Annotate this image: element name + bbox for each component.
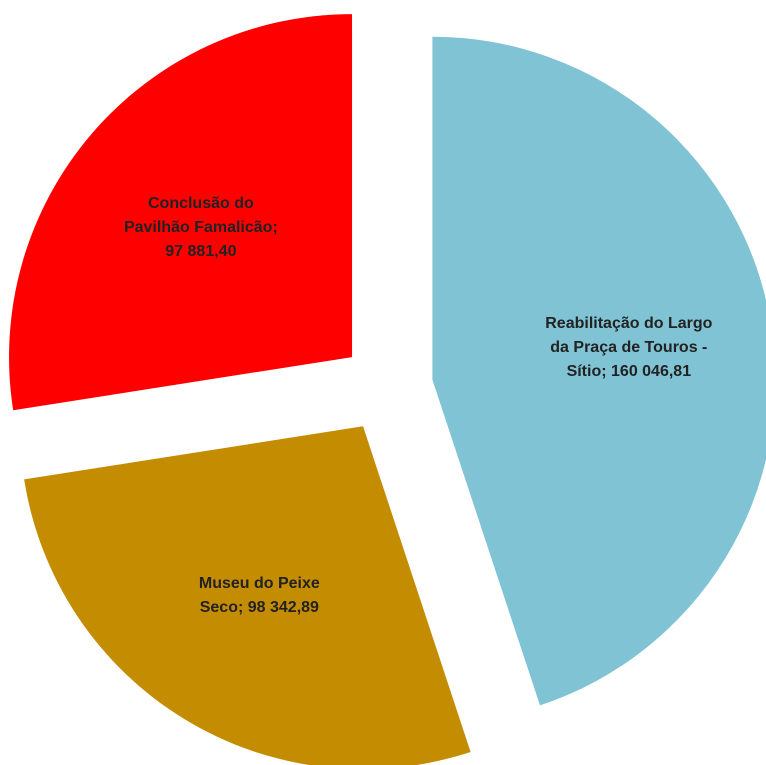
label-separator: ; [237,599,248,617]
pie-slice [432,36,766,706]
value-label: 98 342,89 [247,599,319,617]
data-label: Conclusão do Pavilhão Famalicão; 97 881,… [117,192,285,264]
label-separator: ; [601,363,612,381]
category-name: Reabilitação do Largo da Praça de Touros… [545,315,713,381]
pie-slice [24,426,471,765]
category-name: Museu do Peixe Seco [198,575,320,617]
value-label: 160 046,81 [611,363,692,381]
data-label: Reabilitação do Largo da Praça de Touros… [545,312,713,384]
pie-slice [9,14,353,411]
data-label: Museu do Peixe Seco; 98 342,89 [175,572,343,620]
category-name: Conclusão do Pavilhão Famalicão [123,194,273,236]
value-label: 97 881,40 [165,242,237,260]
label-separator: ; [272,218,283,236]
